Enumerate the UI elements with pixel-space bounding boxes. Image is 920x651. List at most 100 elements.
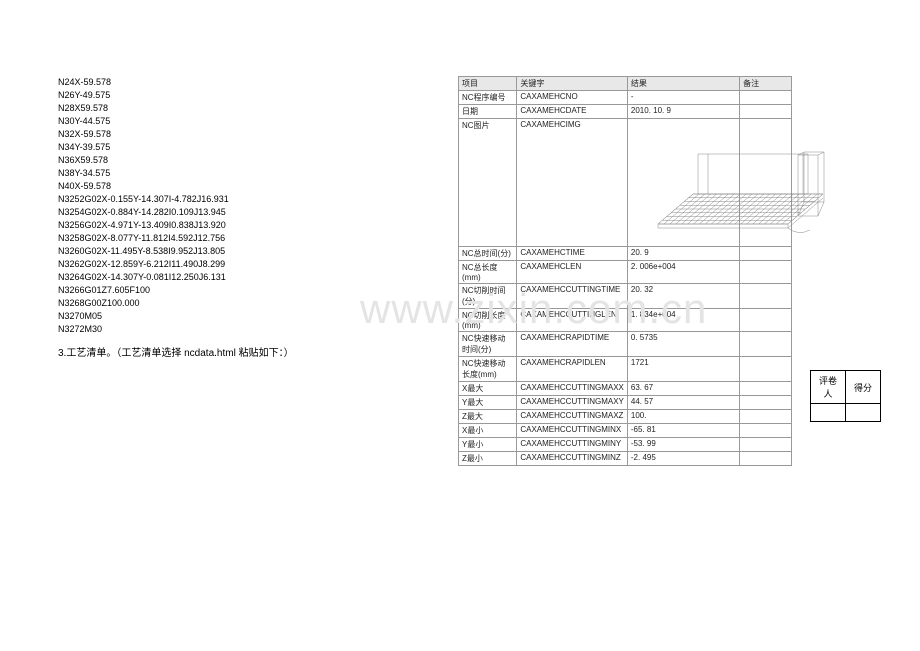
cell-key: CAXAMEHCCUTTINGMINZ (517, 452, 628, 466)
cell-item: X最小 (459, 424, 517, 438)
cell-result: 1721 (627, 357, 739, 382)
cell-note (740, 105, 792, 119)
table-row: NC切削时间(分)CAXAMEHCCUTTINGTIME20. 32 (459, 284, 792, 309)
nc-line: N3256G02X-4.971Y-13.409I0.838J13.920 (58, 219, 378, 232)
table-row: NC总时间(分)CAXAMEHCTIME20. 9 (459, 247, 792, 261)
cell-item: 日期 (459, 105, 517, 119)
nc-line: N40X-59.578 (58, 180, 378, 193)
cell-note (740, 382, 792, 396)
table-row: NC快速移动长度(mm)CAXAMEHCRAPIDLEN1721 (459, 357, 792, 382)
nc-line: N32X-59.578 (58, 128, 378, 141)
table-row: Z最大CAXAMEHCCUTTINGMAXZ100. (459, 410, 792, 424)
header-result: 结果 (627, 77, 739, 91)
cell-item: Z最大 (459, 410, 517, 424)
nc-data-table: 项目 关键字 结果 备注 NC程序编号CAXAMEHCNO-日期CAXAMEHC… (458, 76, 792, 466)
cell-note (740, 396, 792, 410)
cell-item: NC快速移动长度(mm) (459, 357, 517, 382)
nc-line: N3266G01Z7.605F100 (58, 284, 378, 297)
score-header-row: 评卷人 得分 (811, 371, 881, 404)
cell-item: NC图片 (459, 119, 517, 247)
reviewer-label: 评卷人 (811, 371, 846, 404)
nc-line: N3258G02X-8.077Y-11.812I4.592J12.756 (58, 232, 378, 245)
header-item: 项目 (459, 77, 517, 91)
table-header-row: 项目 关键字 结果 备注 (459, 77, 792, 91)
table-row: NC切削长度(mm)CAXAMEHCCUTTINGLEN1. 834e+004 (459, 309, 792, 332)
score-value-row (811, 404, 881, 422)
cell-note (740, 309, 792, 332)
cell-result: 1. 834e+004 (627, 309, 739, 332)
table-row: Z最小CAXAMEHCCUTTINGMINZ-2. 495 (459, 452, 792, 466)
cell-item: X最大 (459, 382, 517, 396)
nc-line: N38Y-34.575 (58, 167, 378, 180)
cell-note (740, 438, 792, 452)
table-row: X最小CAXAMEHCCUTTINGMINX-65. 81 (459, 424, 792, 438)
table-row: Y最大CAXAMEHCCUTTINGMAXY44. 57 (459, 396, 792, 410)
nc-wireframe-icon (638, 124, 828, 242)
table-row: NC总长度(mm)CAXAMEHCLEN2. 006e+004 (459, 261, 792, 284)
cell-result: 20. 32 (627, 284, 739, 309)
cell-key: CAXAMEHCCUTTINGMAXZ (517, 410, 628, 424)
cell-result: 0. 5735 (627, 332, 739, 357)
cell-note (740, 452, 792, 466)
cell-key: CAXAMEHCLEN (517, 261, 628, 284)
cell-key: CAXAMEHCCUTTINGLEN (517, 309, 628, 332)
table-row: X最大CAXAMEHCCUTTINGMAXX63. 67 (459, 382, 792, 396)
table-row: NC程序编号CAXAMEHCNO- (459, 91, 792, 105)
cell-key: CAXAMEHCTIME (517, 247, 628, 261)
cell-key: CAXAMEHCCUTTINGMINY (517, 438, 628, 452)
nc-line: N3264G02X-14.307Y-0.081I12.250J6.131 (58, 271, 378, 284)
cell-key: CAXAMEHCRAPIDLEN (517, 357, 628, 382)
table-body: NC程序编号CAXAMEHCNO-日期CAXAMEHCDATE2010. 10.… (459, 91, 792, 466)
cell-item: NC总长度(mm) (459, 261, 517, 284)
score-box: 评卷人 得分 (810, 370, 881, 422)
cell-note (740, 91, 792, 105)
nc-line: N3272M30 (58, 323, 378, 336)
cell-key: CAXAMEHCCUTTINGTIME (517, 284, 628, 309)
cell-item: Y最大 (459, 396, 517, 410)
cell-result: 100. (627, 410, 739, 424)
cell-key: CAXAMEHCDATE (517, 105, 628, 119)
nc-line: N3252G02X-0.155Y-14.307I-4.782J16.931 (58, 193, 378, 206)
cell-result: -2. 495 (627, 452, 739, 466)
cell-result: 20. 9 (627, 247, 739, 261)
cell-result: -65. 81 (627, 424, 739, 438)
score-label: 得分 (846, 371, 881, 404)
cell-item: Y最小 (459, 438, 517, 452)
cell-note (740, 261, 792, 284)
cell-key: CAXAMEHCRAPIDTIME (517, 332, 628, 357)
cell-item: NC快速移动时间(分) (459, 332, 517, 357)
header-note: 备注 (740, 77, 792, 91)
nc-line: N3268G00Z100.000 (58, 297, 378, 310)
nc-line: N36X59.578 (58, 154, 378, 167)
reviewer-value (811, 404, 846, 422)
score-value (846, 404, 881, 422)
cell-key: CAXAMEHCCUTTINGMAXX (517, 382, 628, 396)
section3-heading: 3.工艺清单。（工艺清单选择 ncdata.html 粘贴如下：） (58, 344, 378, 359)
table-row: Y最小CAXAMEHCCUTTINGMINY-53. 99 (459, 438, 792, 452)
cell-result-image (627, 119, 739, 247)
cell-result: 44. 57 (627, 396, 739, 410)
nc-line: N30Y-44.575 (58, 115, 378, 128)
cell-key: CAXAMEHCCUTTINGMAXY (517, 396, 628, 410)
cell-item: Z最小 (459, 452, 517, 466)
cell-item: NC切削长度(mm) (459, 309, 517, 332)
cell-key: CAXAMEHCIMG (517, 119, 628, 247)
cell-note (740, 424, 792, 438)
table-row: NC快速移动时间(分)CAXAMEHCRAPIDTIME0. 5735 (459, 332, 792, 357)
table-row: 日期CAXAMEHCDATE2010. 10. 9 (459, 105, 792, 119)
cell-note (740, 332, 792, 357)
cell-key: CAXAMEHCNO (517, 91, 628, 105)
nc-line: N3262G02X-12.859Y-6.212I11.490J8.299 (58, 258, 378, 271)
cell-result: -53. 99 (627, 438, 739, 452)
header-key: 关键字 (517, 77, 628, 91)
nc-line: N3260G02X-11.495Y-8.538I9.952J13.805 (58, 245, 378, 258)
nc-line: N24X-59.578 (58, 76, 378, 89)
nc-line: N3254G02X-0.884Y-14.282I0.109J13.945 (58, 206, 378, 219)
nc-line: N34Y-39.575 (58, 141, 378, 154)
cell-result: 2010. 10. 9 (627, 105, 739, 119)
table-row-image: NC图片CAXAMEHCIMG (459, 119, 792, 247)
cell-note (740, 357, 792, 382)
cell-result: 63. 67 (627, 382, 739, 396)
cell-item: NC程序编号 (459, 91, 517, 105)
nc-code-list: N24X-59.578N26Y-49.575N28X59.578N30Y-44.… (58, 76, 378, 359)
